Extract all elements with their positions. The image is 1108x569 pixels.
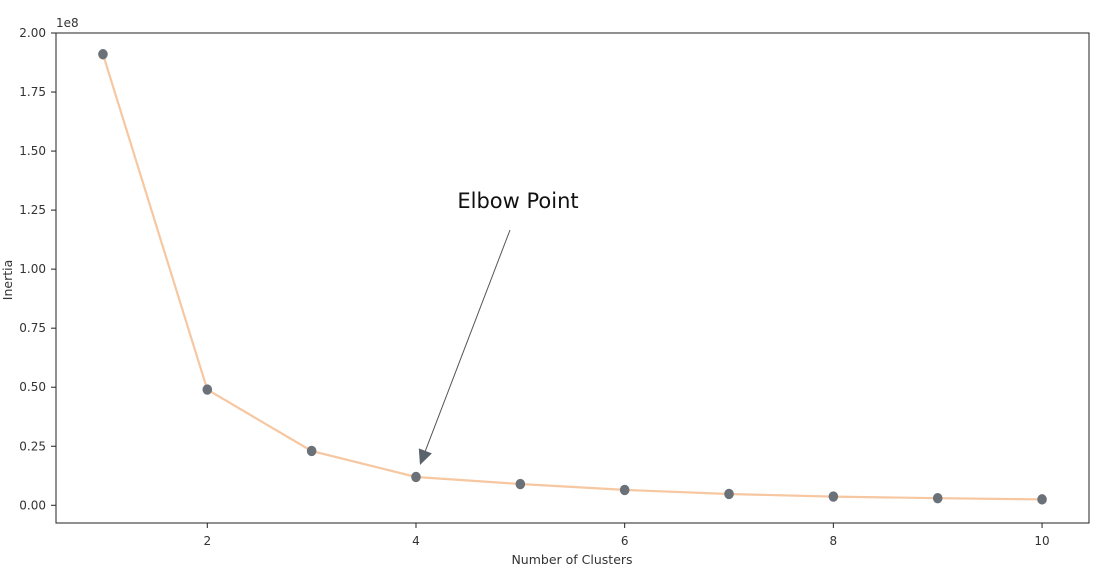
- data-point: [1037, 494, 1047, 505]
- data-point: [98, 49, 108, 60]
- series-inertia: [98, 49, 1047, 505]
- annotation-arrow-head: [418, 448, 432, 465]
- x-tick-label: 6: [621, 534, 629, 548]
- y-tick-label: 1.00: [19, 262, 46, 276]
- y-tick-label: 0.00: [19, 498, 46, 512]
- plot-frame: [55, 32, 1090, 524]
- data-point: [306, 445, 317, 457]
- y-axis: 0.00 0.25 0.50 0.75 1.00 1.25 1.50 1.75 2.00: [19, 26, 56, 512]
- y-tick-label: 1.75: [19, 85, 46, 99]
- data-point: [619, 484, 630, 496]
- data-point: [515, 478, 526, 490]
- y-tick-label: 2.00: [19, 26, 46, 40]
- data-point: [202, 384, 213, 395]
- annotation-text: Elbow Point: [457, 189, 578, 213]
- y-tick-label: 1.50: [19, 144, 46, 158]
- x-axis: 2 4 6 8 10: [203, 523, 1050, 548]
- y-tick-label: 1.25: [19, 203, 46, 217]
- y-tick-label: 0.75: [19, 321, 46, 335]
- x-tick-label: 2: [203, 534, 211, 548]
- y-tick-label: 0.50: [19, 380, 46, 394]
- y-axis-label: Inertia: [0, 260, 15, 300]
- data-point: [724, 488, 734, 500]
- x-tick-label: 8: [830, 534, 838, 548]
- data-point: [932, 493, 943, 504]
- x-axis-label: Number of Clusters: [511, 552, 632, 567]
- data-point: [411, 471, 421, 483]
- x-tick-label: 10: [1034, 534, 1049, 548]
- y-axis-scale-label: 1e8: [56, 16, 79, 30]
- series-line: [101, 53, 1043, 501]
- annotation-arrow-line: [424, 229, 511, 452]
- axes-area: [55, 32, 1090, 524]
- x-tick-label: 4: [412, 534, 420, 548]
- y-tick-label: 0.25: [19, 439, 46, 453]
- annotation: Elbow Point: [418, 189, 579, 465]
- data-point: [828, 491, 839, 502]
